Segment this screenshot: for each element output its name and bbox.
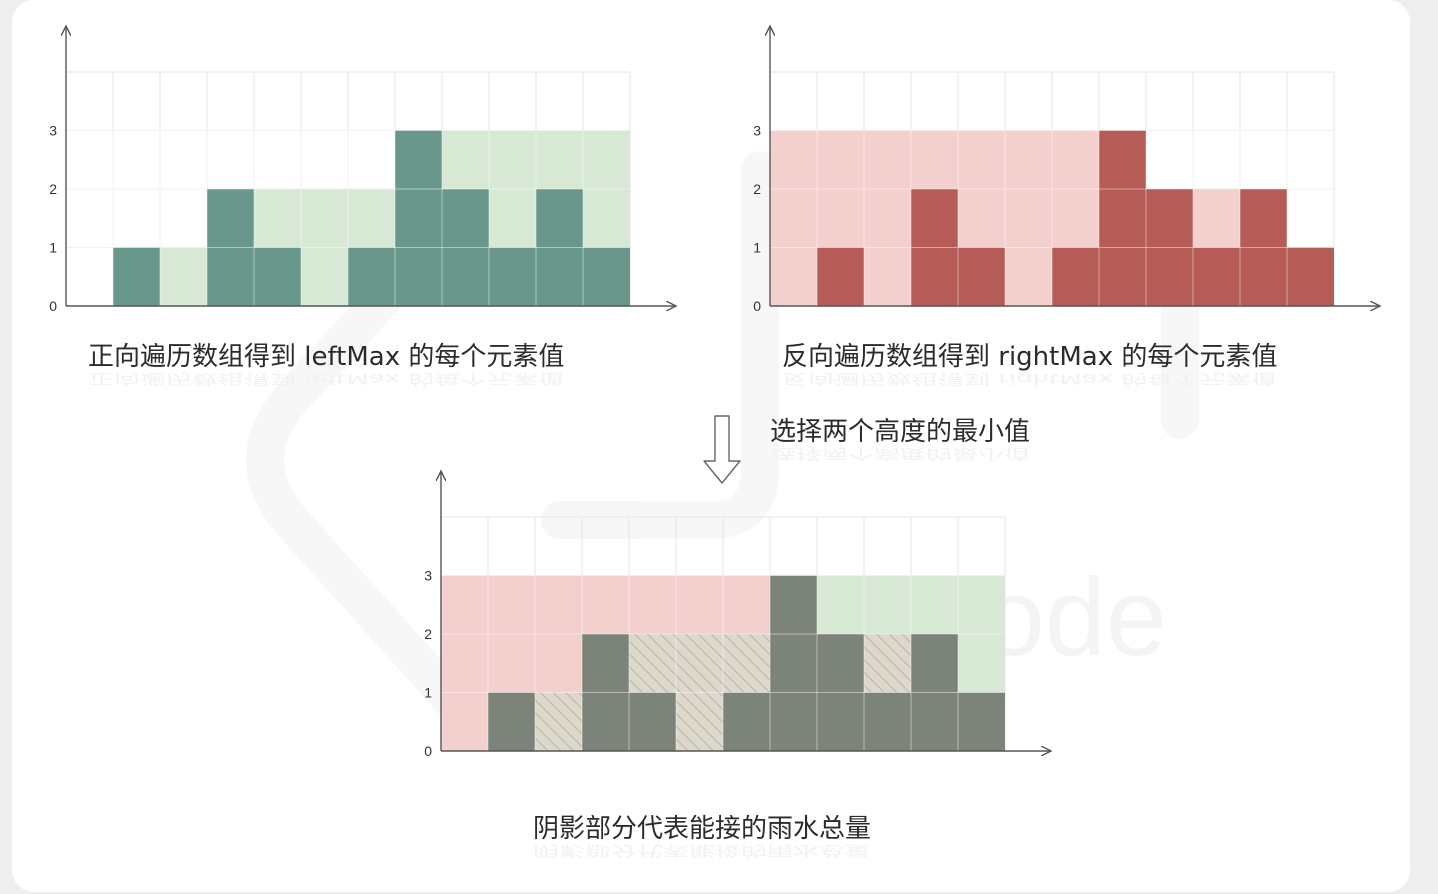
- height-bar: [1193, 247, 1240, 306]
- height-bar: [254, 247, 301, 306]
- y-tick-label: 2: [49, 181, 57, 197]
- height-bar: [1240, 189, 1287, 306]
- max-fill-cell: [160, 247, 207, 306]
- min-step-label-reflection: 选择两个高度的最小值: [770, 445, 1031, 462]
- y-tick-label: 1: [49, 240, 57, 256]
- y-tick-label: 0: [49, 298, 57, 314]
- water-caption-reflection: 阴影部分代表能接的雨水总量: [533, 842, 872, 859]
- height-bar: [958, 247, 1005, 306]
- height-bar: [488, 692, 535, 751]
- left-max-caption-reflection: 正向遍历数组得到 leftMax 的每个元素值: [88, 370, 565, 387]
- max-fill-cell: [301, 189, 348, 306]
- height-bar: [958, 692, 1005, 751]
- height-bar: [348, 247, 395, 306]
- height-bar: [817, 247, 864, 306]
- height-bar: [911, 189, 958, 306]
- right-max-caption-reflection: 反向遍历数组得到 rightMax 的每个元素值: [782, 370, 1278, 387]
- height-bar: [395, 130, 442, 306]
- height-bar: [582, 634, 629, 751]
- height-bar: [1099, 130, 1146, 306]
- height-bar: [1052, 247, 1099, 306]
- water-chart: 0 1 2 3: [424, 471, 1051, 759]
- height-bar: [583, 247, 630, 306]
- height-bar: [1287, 247, 1334, 306]
- left-max-caption: 正向遍历数组得到 leftMax 的每个元素值: [88, 342, 565, 372]
- height-bar: [489, 247, 536, 306]
- y-tick-label: 0: [753, 298, 761, 314]
- left-max-chart: 0 1 2 3: [49, 26, 676, 314]
- height-bar: [113, 247, 160, 306]
- y-tick-label: 3: [424, 568, 432, 584]
- height-bar: [442, 189, 489, 306]
- height-bar: [864, 692, 911, 751]
- water-cell: [864, 634, 911, 693]
- water-cell: [676, 634, 723, 751]
- max-fill-cell: [1005, 130, 1052, 306]
- y-tick-label: 2: [424, 626, 432, 642]
- right-max-cell: [441, 575, 488, 751]
- water-cell: [629, 634, 676, 693]
- y-tick-label: 2: [753, 181, 761, 197]
- down-arrow-icon: [703, 415, 741, 484]
- height-bar: [207, 189, 254, 306]
- right-max-caption: 反向遍历数组得到 rightMax 的每个元素值: [782, 342, 1278, 372]
- height-bar: [770, 575, 817, 751]
- right-max-chart: 0 1 2 3: [753, 26, 1380, 314]
- height-bar: [1146, 189, 1193, 306]
- height-bar: [723, 692, 770, 751]
- max-fill-cell: [770, 130, 817, 306]
- y-tick-label: 3: [49, 123, 57, 139]
- water-caption: 阴影部分代表能接的雨水总量: [533, 814, 872, 844]
- max-fill-cell: [864, 130, 911, 306]
- height-bar: [629, 692, 676, 751]
- min-step-label: 选择两个高度的最小值: [770, 417, 1031, 447]
- y-tick-label: 1: [753, 240, 761, 256]
- water-cell: [535, 692, 582, 751]
- water-cell: [723, 634, 770, 693]
- y-tick-label: 3: [753, 123, 761, 139]
- y-tick-label: 1: [424, 685, 432, 701]
- height-bar: [536, 189, 583, 306]
- y-tick-label: 0: [424, 743, 432, 759]
- height-bar: [911, 634, 958, 751]
- height-bar: [817, 634, 864, 751]
